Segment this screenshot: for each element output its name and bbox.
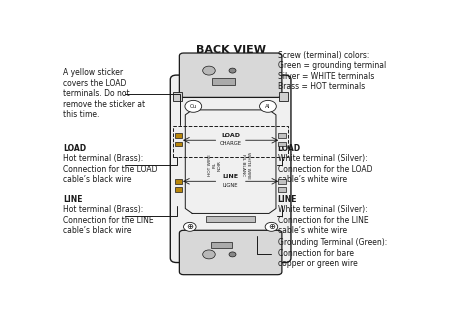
Text: remove the sticker at: remove the sticker at [63,99,145,109]
Bar [212,78,235,85]
Text: HOT WIRE
FIL
NOIR: HOT WIRE FIL NOIR [208,154,221,176]
Circle shape [184,223,196,231]
Text: Green = grounding terminal: Green = grounding terminal [278,62,386,71]
Text: terminals. Do not: terminals. Do not [63,89,130,98]
Bar [211,242,232,248]
Bar [279,179,286,184]
Bar [206,216,256,223]
Circle shape [265,223,278,231]
Text: CHARGE: CHARGE [220,141,242,147]
Bar [175,187,183,192]
Circle shape [185,100,202,112]
Text: Grounding Terminal (Green):: Grounding Terminal (Green): [278,238,387,247]
Text: ⊕: ⊕ [186,222,194,231]
Text: cable’s black wire: cable’s black wire [63,175,132,184]
FancyBboxPatch shape [170,75,291,262]
Bar [279,133,286,138]
Circle shape [202,66,215,75]
Circle shape [229,68,236,73]
Text: LIGNE: LIGNE [223,183,238,187]
Text: LINE: LINE [63,195,83,204]
Text: copper or green wire: copper or green wire [278,259,357,268]
Text: A yellow sticker: A yellow sticker [63,68,123,77]
Text: Hot terminal (Brass):: Hot terminal (Brass): [63,155,144,164]
Text: White terminal (Silver):: White terminal (Silver): [278,155,367,164]
Bar [279,187,286,192]
Text: BACK VIEW: BACK VIEW [196,45,266,55]
Text: LINE: LINE [278,195,297,204]
Text: LOAD: LOAD [278,144,301,153]
Text: White terminal (Silver):: White terminal (Silver): [278,205,367,214]
FancyBboxPatch shape [180,230,282,275]
Text: this time.: this time. [63,110,99,119]
Text: Al: Al [266,104,270,109]
Text: cable’s black wire: cable’s black wire [63,226,132,235]
Text: Screw (terminal) colors:: Screw (terminal) colors: [278,51,369,60]
Text: Connection for the LINE: Connection for the LINE [278,216,369,225]
Circle shape [229,252,236,257]
Text: LINE: LINE [223,174,238,179]
Bar [279,142,286,147]
Circle shape [202,250,215,259]
FancyBboxPatch shape [180,53,282,97]
Text: Hot terminal (Brass):: Hot terminal (Brass): [63,205,144,214]
Text: LOAD: LOAD [63,144,86,153]
Text: Connection for the LOAD: Connection for the LOAD [63,165,158,174]
Text: covers the LOAD: covers the LOAD [63,79,126,88]
Text: Connection for the LINE: Connection for the LINE [63,216,154,225]
Bar [173,126,288,157]
Text: Connection for the LOAD: Connection for the LOAD [278,165,372,174]
Text: cable’s white wire: cable’s white wire [278,175,347,184]
Text: WHITE WIRE
FIL BLANC: WHITE WIRE FIL BLANC [241,152,250,179]
Bar [279,92,288,101]
Bar [175,179,183,184]
Text: Connection for bare: Connection for bare [278,249,354,258]
Text: cable’s white wire: cable’s white wire [278,226,347,235]
Text: Cu: Cu [190,104,197,109]
Bar [175,133,183,138]
Text: Brass = HOT terminals: Brass = HOT terminals [278,82,365,91]
Bar [175,142,183,147]
Text: Silver = WHITE terminals: Silver = WHITE terminals [278,72,374,81]
Text: LOAD: LOAD [221,133,240,138]
Circle shape [260,100,276,112]
Text: ⊕: ⊕ [268,222,275,231]
Bar [173,92,182,101]
